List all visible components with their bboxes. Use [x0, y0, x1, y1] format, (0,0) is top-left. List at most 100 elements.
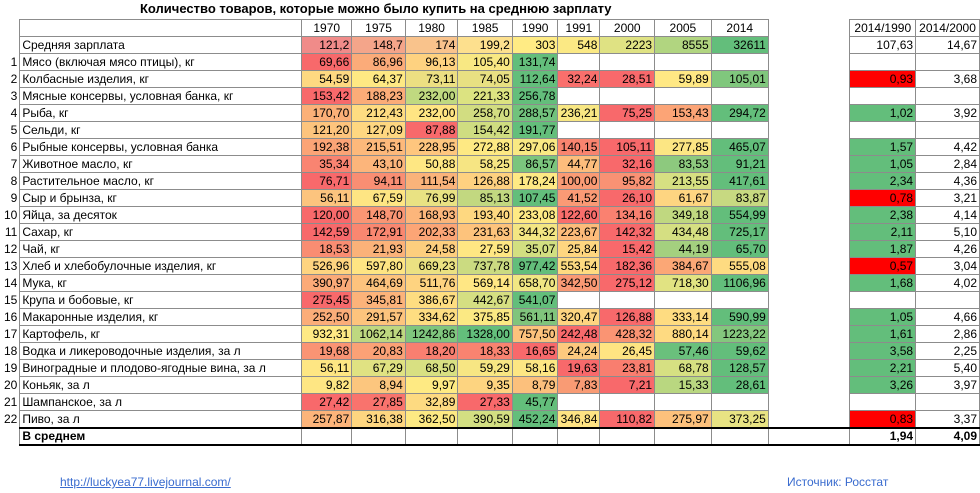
- row-index: 1: [10, 55, 18, 69]
- value-cell: 275,45: [301, 291, 353, 309]
- ratio-1990-cell: [849, 53, 917, 71]
- spacer: [768, 326, 850, 343]
- value-cell: 252,50: [301, 308, 353, 326]
- ratio-1990-cell: 0,78: [849, 189, 917, 207]
- value-cell: 65,70: [710, 240, 769, 258]
- value-cell: [511, 426, 559, 446]
- value-cell: 85,13: [457, 189, 513, 207]
- value-cell: 21,93: [351, 240, 406, 258]
- value-cell: 297,06: [511, 138, 559, 156]
- ratio-1990-cell: 107,63: [849, 36, 917, 54]
- value-cell: 428,32: [599, 325, 656, 343]
- value-cell: [654, 426, 712, 446]
- value-cell: 56,11: [301, 359, 353, 377]
- value-cell: 452,24: [511, 410, 559, 428]
- value-cell: 202,33: [404, 223, 459, 241]
- value-cell: 59,89: [654, 70, 712, 88]
- value-cell: 61,67: [654, 189, 712, 207]
- value-cell: 1223,22: [710, 325, 769, 343]
- value-cell: [404, 426, 459, 446]
- value-cell: 390,59: [457, 410, 513, 428]
- row-name: Картофель, кг: [19, 325, 303, 343]
- spacer: [768, 207, 850, 224]
- value-cell: 170,70: [301, 104, 353, 122]
- row-index: 16: [3, 310, 18, 324]
- ratio-2000-cell: 4,02: [915, 274, 980, 292]
- table-row: Средняя зарплата 121,2 148,7 174 199,2 303 548…: [0, 36, 980, 54]
- value-cell: [301, 426, 353, 446]
- value-cell: 718,30: [654, 274, 712, 292]
- spacer: [768, 224, 850, 241]
- spacer: [768, 360, 850, 377]
- value-cell: 23,81: [599, 359, 656, 377]
- spacer: [768, 377, 850, 394]
- ratio-1990-cell: 1,05: [849, 308, 917, 326]
- value-cell: 541,07: [511, 291, 559, 309]
- value-cell: 24,58: [404, 240, 459, 258]
- value-cell: 15,33: [654, 376, 712, 394]
- value-cell: 231,63: [457, 223, 513, 241]
- row-name: Средняя зарплата: [19, 36, 303, 54]
- value-cell: 373,25: [710, 410, 769, 428]
- row-index: [0, 37, 20, 54]
- value-cell: [557, 121, 601, 139]
- row-name: Рыбные консервы, условная банка: [19, 138, 303, 156]
- value-cell: [457, 426, 513, 446]
- ratio-header: 2014/2000: [915, 19, 980, 37]
- value-cell: [654, 53, 712, 71]
- value-cell: 390,97: [301, 274, 353, 292]
- row-name: Животное масло, кг: [19, 155, 303, 173]
- value-cell: 122,60: [557, 206, 601, 224]
- row-index: 18: [3, 344, 18, 358]
- header-row: 1970 1975 1980 1985 1990 1991 2000 2005 2014 2014…: [0, 19, 980, 37]
- value-cell: 18,20: [404, 342, 459, 360]
- value-cell: 59,29: [457, 359, 513, 377]
- value-cell: [654, 393, 712, 411]
- value-cell: 7,83: [557, 376, 601, 394]
- value-cell: 68,78: [654, 359, 712, 377]
- spacer: [768, 309, 850, 326]
- value-cell: [557, 87, 601, 105]
- value-cell: [654, 121, 712, 139]
- header-index: [0, 20, 20, 37]
- table-row: 12 Чай, кг 18,53 21,93 24,58 27,59 35,07 25,84 1…: [0, 240, 980, 258]
- value-cell: 215,51: [351, 138, 406, 156]
- ratio-1990-cell: 1,87: [849, 240, 917, 258]
- row-index: 19: [3, 361, 18, 375]
- row-index: 12: [3, 242, 18, 256]
- spacer: [768, 173, 850, 190]
- value-cell: [599, 53, 656, 71]
- table-row: 4 Рыба, кг 170,70 212,43 232,00 258,70 288,57 2…: [0, 104, 980, 122]
- value-cell: 188,23: [351, 87, 406, 105]
- row-index: 2: [10, 72, 18, 86]
- row-name: Водка и ликероводочные изделия, за л: [19, 342, 303, 360]
- value-cell: 56,11: [301, 189, 353, 207]
- spacer: [768, 37, 850, 54]
- value-cell: 19,68: [301, 342, 353, 360]
- spacer: [768, 54, 850, 71]
- value-cell: 548: [557, 36, 601, 54]
- value-cell: 191,77: [511, 121, 559, 139]
- ratio-2000-cell: 3,04: [915, 257, 980, 275]
- value-cell: 44,77: [557, 155, 601, 173]
- spacer: [767, 426, 851, 446]
- row-name: Рыба, кг: [19, 104, 303, 122]
- value-cell: 199,2: [457, 36, 513, 54]
- value-cell: 111,54: [404, 172, 459, 190]
- value-cell: 174: [404, 36, 459, 54]
- table-row: 14 Мука, кг 390,97 464,69 511,76 569,14 658,70…: [0, 274, 980, 292]
- row-index: 3: [10, 89, 18, 103]
- table-row: 21 Шампанское, за л 27,42 27,85 32,89 27,33 45…: [0, 393, 980, 411]
- row-name: Виноградные и плодово-ягодные вина, за л: [19, 359, 303, 377]
- value-cell: 8,94: [351, 376, 406, 394]
- value-cell: 7,21: [599, 376, 656, 394]
- value-cell: 128,57: [710, 359, 769, 377]
- source-link[interactable]: http://luckyea77.livejournal.com/: [60, 475, 231, 489]
- value-cell: 32,24: [557, 70, 601, 88]
- ratio-1990-cell: 0,83: [849, 410, 917, 428]
- value-cell: 349,18: [654, 206, 712, 224]
- value-cell: 105,11: [599, 138, 656, 156]
- value-cell: 44,19: [654, 240, 712, 258]
- ratio-2000-cell: 3,92: [915, 104, 980, 122]
- table-row: 22 Пиво, за л 257,87 316,38 362,50 390,59 452,…: [0, 410, 980, 428]
